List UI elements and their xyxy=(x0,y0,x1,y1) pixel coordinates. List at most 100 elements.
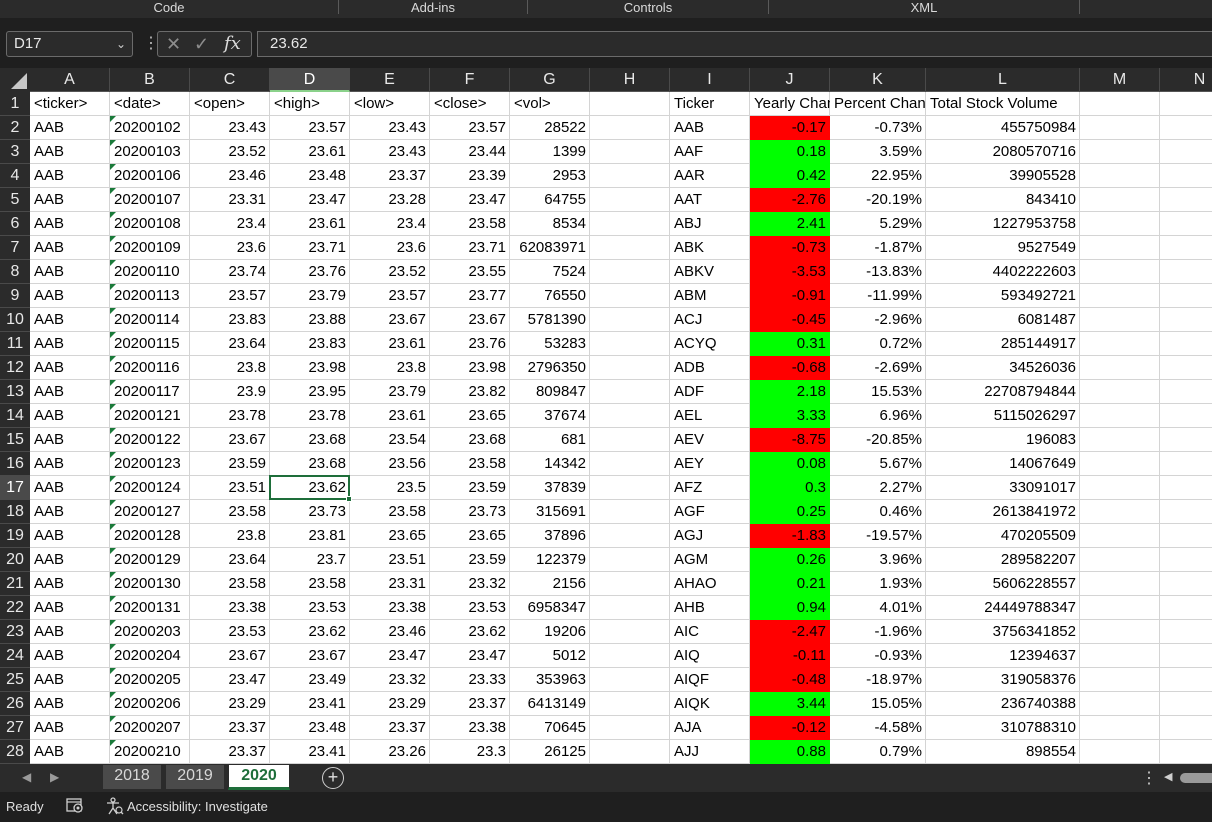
percent-change-cell[interactable]: -2.96% xyxy=(830,308,926,332)
yearly-change-cell[interactable]: -8.75 xyxy=(750,428,830,452)
percent-change-cell[interactable]: 15.53% xyxy=(830,380,926,404)
data-cell[interactable]: AAB xyxy=(30,332,110,356)
data-cell[interactable]: 20200102 xyxy=(110,116,190,140)
data-cell[interactable]: 23.52 xyxy=(190,140,270,164)
percent-change-cell[interactable]: 3.96% xyxy=(830,548,926,572)
row-header-6[interactable]: 6 xyxy=(0,212,30,236)
total-volume-cell[interactable]: 310788310 xyxy=(926,716,1080,740)
data-cell[interactable]: 23.67 xyxy=(190,428,270,452)
data-cell[interactable]: AAB xyxy=(30,404,110,428)
column-header-k[interactable]: K xyxy=(830,68,926,92)
percent-change-cell[interactable]: 0.72% xyxy=(830,332,926,356)
data-cell[interactable]: 14342 xyxy=(510,452,590,476)
data-cell[interactable]: 20200205 xyxy=(110,668,190,692)
data-cell[interactable]: 23.58 xyxy=(350,500,430,524)
percent-change-cell[interactable]: -1.87% xyxy=(830,236,926,260)
summary-ticker-cell[interactable]: AGM xyxy=(670,548,750,572)
data-cell[interactable]: 23.43 xyxy=(350,116,430,140)
summary-ticker-cell[interactable]: AIQF xyxy=(670,668,750,692)
data-cell[interactable]: 23.68 xyxy=(270,452,350,476)
data-cell[interactable]: 681 xyxy=(510,428,590,452)
data-cell[interactable]: 23.65 xyxy=(350,524,430,548)
column-header-j[interactable]: J xyxy=(750,68,830,92)
total-volume-cell[interactable]: 236740388 xyxy=(926,692,1080,716)
total-volume-cell[interactable]: 470205509 xyxy=(926,524,1080,548)
percent-change-cell[interactable]: -0.73% xyxy=(830,116,926,140)
chevron-down-icon[interactable]: ⌄ xyxy=(115,37,126,51)
percent-change-cell[interactable]: -2.69% xyxy=(830,356,926,380)
summary-ticker-cell[interactable]: AAF xyxy=(670,140,750,164)
data-cell[interactable]: 23.48 xyxy=(270,164,350,188)
summary-ticker-cell[interactable]: AJA xyxy=(670,716,750,740)
data-cell[interactable]: AAB xyxy=(30,452,110,476)
data-cell[interactable]: 23.59 xyxy=(430,548,510,572)
yearly-change-cell[interactable]: 0.94 xyxy=(750,596,830,620)
summary-ticker-cell[interactable]: ACYQ xyxy=(670,332,750,356)
data-cell[interactable]: 23.68 xyxy=(430,428,510,452)
percent-change-cell[interactable]: -4.58% xyxy=(830,716,926,740)
data-cell[interactable]: 23.62 xyxy=(270,476,350,500)
scroll-tabs-left-icon[interactable]: ◀ xyxy=(22,770,32,784)
data-cell[interactable]: 23.47 xyxy=(190,668,270,692)
data-cell[interactable]: 23.61 xyxy=(350,332,430,356)
summary-ticker-cell[interactable]: AEY xyxy=(670,452,750,476)
row-header-20[interactable]: 20 xyxy=(0,548,30,572)
data-cell[interactable]: 26125 xyxy=(510,740,590,764)
data-cell[interactable]: 20200117 xyxy=(110,380,190,404)
summary-ticker-cell[interactable]: AHB xyxy=(670,596,750,620)
header-cell-open[interactable]: <open> xyxy=(190,92,270,116)
data-cell[interactable]: 23.4 xyxy=(190,212,270,236)
data-cell[interactable]: 37896 xyxy=(510,524,590,548)
data-cell[interactable]: 20200107 xyxy=(110,188,190,212)
yearly-change-cell[interactable]: -0.48 xyxy=(750,668,830,692)
summary-ticker-cell[interactable]: AAB xyxy=(670,116,750,140)
data-cell[interactable]: 23.58 xyxy=(190,500,270,524)
summary-ticker-cell[interactable]: ADF xyxy=(670,380,750,404)
yearly-change-cell[interactable]: 0.08 xyxy=(750,452,830,476)
data-cell[interactable]: AAB xyxy=(30,548,110,572)
yearly-change-cell[interactable]: 3.44 xyxy=(750,692,830,716)
horizontal-scrollbar[interactable]: ◀ xyxy=(1164,770,1212,786)
total-volume-cell[interactable]: 319058376 xyxy=(926,668,1080,692)
data-cell[interactable]: 23.9 xyxy=(190,380,270,404)
data-cell[interactable]: 23.62 xyxy=(430,620,510,644)
data-cell[interactable]: 23.29 xyxy=(350,692,430,716)
data-cell[interactable]: AAB xyxy=(30,260,110,284)
data-cell[interactable]: 23.46 xyxy=(190,164,270,188)
data-cell[interactable]: 20200122 xyxy=(110,428,190,452)
data-cell[interactable]: 23.67 xyxy=(350,308,430,332)
data-cell[interactable]: 23.57 xyxy=(270,116,350,140)
data-cell[interactable]: 23.8 xyxy=(190,524,270,548)
data-cell[interactable]: 23.95 xyxy=(270,380,350,404)
percent-change-cell[interactable]: -11.99% xyxy=(830,284,926,308)
data-cell[interactable]: 23.52 xyxy=(350,260,430,284)
data-cell[interactable]: 23.6 xyxy=(350,236,430,260)
data-cell[interactable]: 23.64 xyxy=(190,548,270,572)
total-volume-cell[interactable]: 285144917 xyxy=(926,332,1080,356)
yearly-change-cell[interactable]: 0.25 xyxy=(750,500,830,524)
data-cell[interactable]: 23.68 xyxy=(270,428,350,452)
percent-change-cell[interactable]: 3.59% xyxy=(830,140,926,164)
row-header-5[interactable]: 5 xyxy=(0,188,30,212)
data-cell[interactable]: 23.57 xyxy=(430,116,510,140)
new-sheet-button[interactable]: + xyxy=(322,767,344,789)
column-header-l[interactable]: L xyxy=(926,68,1080,92)
row-header-26[interactable]: 26 xyxy=(0,692,30,716)
data-cell[interactable]: 23.54 xyxy=(350,428,430,452)
percent-change-cell[interactable]: -20.85% xyxy=(830,428,926,452)
total-volume-cell[interactable]: 33091017 xyxy=(926,476,1080,500)
summary-ticker-cell[interactable]: AAT xyxy=(670,188,750,212)
data-cell[interactable]: 20200204 xyxy=(110,644,190,668)
data-cell[interactable]: 23.51 xyxy=(350,548,430,572)
yearly-change-cell[interactable]: 0.18 xyxy=(750,140,830,164)
data-cell[interactable]: 28522 xyxy=(510,116,590,140)
data-cell[interactable]: 23.46 xyxy=(350,620,430,644)
percent-change-cell[interactable]: -18.97% xyxy=(830,668,926,692)
data-cell[interactable]: 23.65 xyxy=(430,404,510,428)
enter-check-icon[interactable]: ✓ xyxy=(194,34,210,54)
data-cell[interactable]: AAB xyxy=(30,572,110,596)
row-header-3[interactable]: 3 xyxy=(0,140,30,164)
row-header-1[interactable]: 1 xyxy=(0,92,30,116)
column-header-g[interactable]: G xyxy=(510,68,590,92)
data-cell[interactable]: 23.37 xyxy=(190,740,270,764)
